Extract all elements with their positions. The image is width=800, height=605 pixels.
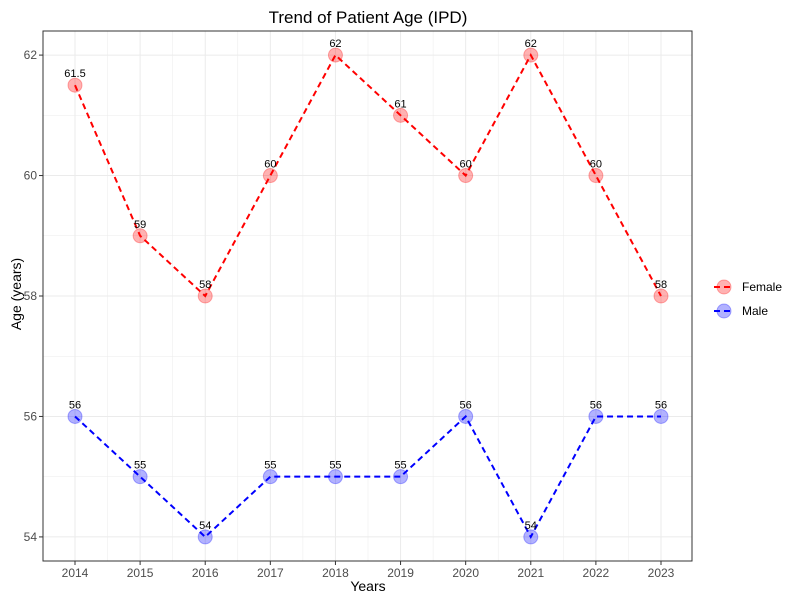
data-label-male: 54: [199, 520, 211, 532]
x-tick-label: 2018: [322, 566, 349, 580]
data-point-female: [393, 107, 409, 123]
x-tick-label: 2022: [583, 566, 610, 580]
legend-label-female: Female: [742, 280, 782, 294]
data-label-female: 62: [329, 38, 341, 50]
legend-label-male: Male: [742, 304, 768, 318]
data-point-male: [327, 469, 343, 485]
x-tick-label: 2023: [648, 566, 675, 580]
data-label-female: 62: [525, 38, 537, 50]
data-point-male: [653, 408, 669, 424]
data-label-male: 56: [460, 399, 472, 411]
x-tick-label: 2021: [517, 566, 544, 580]
data-label-female: 60: [590, 159, 602, 171]
data-point-female: [458, 168, 474, 184]
data-point-male: [67, 408, 83, 424]
data-point-female: [197, 288, 213, 304]
data-label-female: 61.5: [64, 68, 85, 80]
x-axis-label: Years: [350, 578, 385, 594]
data-point-female: [523, 47, 539, 63]
data-label-female: 59: [134, 219, 146, 231]
x-tick-label: 2014: [62, 566, 89, 580]
data-point-male: [458, 408, 474, 424]
data-label-male: 55: [394, 460, 406, 472]
data-point-male: [197, 529, 213, 545]
data-label-male: 56: [69, 399, 81, 411]
data-point-male: [523, 529, 539, 545]
legend-key-male: [716, 303, 732, 319]
data-point-female: [67, 77, 83, 93]
x-tick-label: 2017: [257, 566, 284, 580]
panel-border: [42, 30, 693, 562]
data-label-female: 58: [655, 279, 667, 291]
data-point-female: [588, 168, 604, 184]
data-point-male: [132, 469, 148, 485]
y-tick-label: 60: [24, 169, 38, 183]
data-label-male: 55: [134, 460, 146, 472]
x-tick-label: 2019: [387, 566, 414, 580]
data-label-female: 60: [460, 159, 472, 171]
data-label-female: 60: [264, 159, 276, 171]
series-line-male: [74, 414, 661, 540]
y-tick-label: 54: [24, 530, 38, 544]
data-label-male: 55: [329, 460, 341, 472]
chart-title: Trend of Patient Age (IPD): [269, 8, 468, 27]
legend-key-female: [716, 279, 732, 295]
plot-area: 54 56 58 60 62 2014 2015 2016 2017 2018 2019 2020 20…: [24, 30, 693, 580]
data-point-female: [327, 47, 343, 63]
data-point-female: [653, 288, 669, 304]
data-label-male: 56: [590, 399, 602, 411]
data-point-male: [393, 469, 409, 485]
data-label-male: 54: [525, 520, 537, 532]
series-line-female: [74, 52, 662, 298]
data-point-male: [262, 469, 278, 485]
y-tick-label: 56: [24, 409, 38, 423]
x-tick-label: 2016: [192, 566, 219, 580]
data-point-female: [132, 228, 148, 244]
x-tick-label: 2015: [127, 566, 154, 580]
y-tick-label: 62: [24, 48, 38, 62]
data-point-male: [588, 408, 604, 424]
data-label-male: 55: [264, 460, 276, 472]
y-tick-label: 58: [24, 289, 38, 303]
legend: Female Male: [714, 279, 782, 319]
data-label-female: 58: [199, 279, 211, 291]
y-axis-label: Age (years): [8, 258, 24, 330]
data-label-male: 56: [655, 399, 667, 411]
data-label-female: 61: [394, 98, 406, 110]
data-point-female: [262, 168, 278, 184]
x-tick-label: 2020: [452, 566, 479, 580]
